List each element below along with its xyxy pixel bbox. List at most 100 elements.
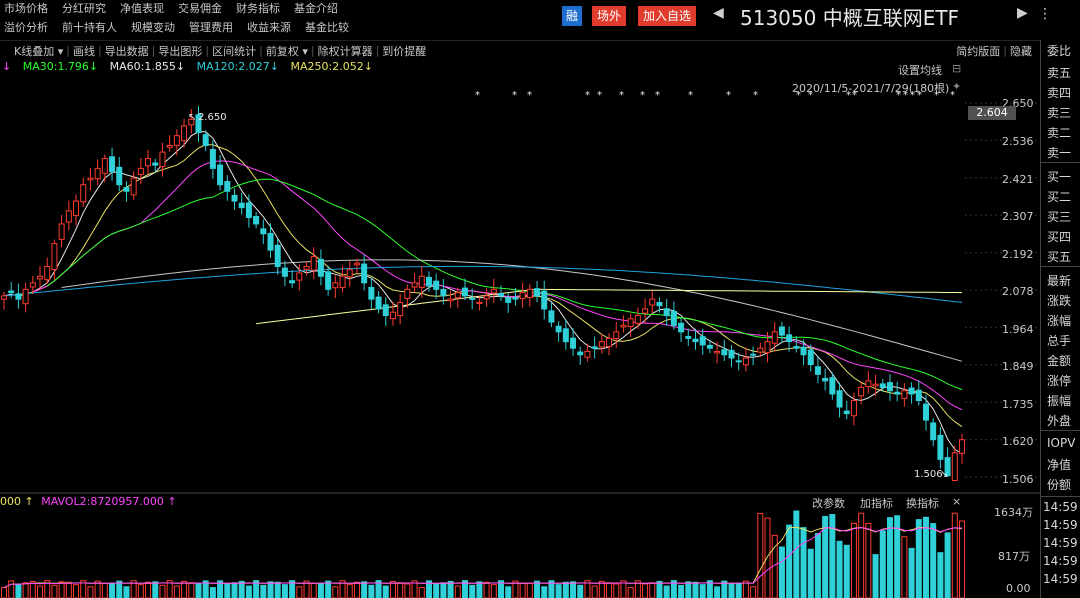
nav-premium-analysis[interactable]: 溢价分析 (4, 21, 48, 34)
candle[interactable] (22, 282, 29, 313)
candle[interactable] (411, 273, 418, 293)
event-marker[interactable]: * (808, 90, 813, 101)
candle[interactable] (858, 381, 865, 405)
event-marker[interactable]: * (597, 90, 602, 101)
candle[interactable] (8, 281, 15, 299)
candle[interactable] (425, 271, 432, 292)
candle[interactable] (404, 284, 411, 308)
candle[interactable] (166, 135, 173, 152)
candle[interactable] (332, 275, 339, 299)
nav-income-source[interactable]: 收益来源 (247, 21, 291, 34)
candle[interactable] (872, 374, 879, 397)
candle[interactable] (418, 266, 425, 298)
event-marker[interactable]: * (852, 90, 857, 101)
candle[interactable] (317, 249, 324, 286)
candle[interactable] (152, 158, 159, 173)
candle[interactable] (728, 345, 735, 368)
candle[interactable] (541, 280, 548, 320)
candle[interactable] (476, 296, 483, 311)
candle[interactable] (245, 194, 252, 228)
add-watchlist-button[interactable]: 加入自选 (638, 6, 697, 26)
candle[interactable] (944, 447, 951, 477)
simple-layout-button[interactable]: 简约版面 (956, 44, 1001, 58)
candle[interactable] (627, 313, 634, 337)
candle[interactable] (886, 374, 893, 401)
candle[interactable] (822, 368, 829, 391)
candle[interactable] (29, 275, 36, 294)
candle[interactable] (814, 356, 821, 384)
candle[interactable] (534, 280, 541, 303)
candle[interactable] (685, 328, 692, 346)
candle[interactable] (58, 214, 65, 247)
candle[interactable] (361, 254, 368, 291)
otc-button[interactable]: 场外 (592, 6, 627, 26)
candle[interactable] (339, 265, 346, 293)
candle[interactable] (145, 149, 152, 174)
candle[interactable] (879, 378, 886, 392)
candle[interactable] (937, 426, 944, 469)
candle[interactable] (73, 194, 80, 226)
event-marker[interactable]: * (846, 90, 851, 101)
draw-line-button[interactable]: 画线 (72, 44, 95, 58)
export-image-button[interactable]: 导出图形 (158, 44, 203, 58)
candle[interactable] (397, 293, 404, 325)
candle[interactable] (303, 261, 310, 276)
event-marker[interactable]: * (655, 90, 660, 101)
candle[interactable] (469, 288, 476, 310)
candle[interactable] (764, 331, 771, 363)
candle[interactable] (562, 319, 569, 350)
candle[interactable] (692, 328, 699, 350)
nav-trading-commission[interactable]: 交易佣金 (178, 2, 222, 15)
candle[interactable] (606, 333, 613, 356)
event-marker[interactable]: * (950, 90, 955, 101)
candle[interactable] (116, 157, 123, 192)
candle[interactable] (490, 278, 497, 303)
candle[interactable] (634, 307, 641, 329)
event-marker[interactable]: * (896, 90, 901, 101)
candle[interactable] (908, 382, 915, 404)
candle[interactable] (37, 265, 44, 290)
event-marker[interactable]: * (796, 90, 801, 101)
candle[interactable] (51, 239, 58, 280)
candle[interactable] (231, 188, 238, 210)
candle[interactable] (101, 154, 108, 183)
close-indicator-icon[interactable]: × (952, 495, 962, 508)
candle[interactable] (188, 108, 195, 134)
candle[interactable] (130, 171, 137, 200)
candle[interactable] (454, 287, 461, 309)
candle[interactable] (173, 129, 180, 156)
candle[interactable] (440, 279, 447, 305)
candle[interactable] (649, 291, 656, 314)
candle[interactable] (750, 346, 757, 366)
candle[interactable] (800, 339, 807, 366)
candle[interactable] (267, 223, 274, 258)
candle[interactable] (483, 288, 490, 308)
event-marker[interactable]: * (512, 90, 517, 101)
candle[interactable] (281, 260, 288, 287)
candle[interactable] (591, 336, 598, 359)
forward-adjust-menu[interactable]: 前复权 ▾ (265, 44, 308, 58)
candle[interactable] (353, 258, 360, 273)
candle[interactable] (15, 283, 22, 309)
candle[interactable] (613, 322, 620, 348)
nav-financial-indicators[interactable]: 财务指标 (236, 2, 280, 15)
candle[interactable] (836, 382, 843, 418)
price-alert-button[interactable]: 到价提醒 (382, 44, 427, 58)
candle[interactable] (699, 328, 706, 355)
candle[interactable] (137, 158, 144, 185)
set-ma-button[interactable]: 设置均线 (898, 64, 942, 77)
candle[interactable] (512, 288, 519, 306)
ex-rights-calc-button[interactable]: 除权计算器 (317, 44, 373, 58)
candle[interactable] (735, 352, 742, 371)
more-icon[interactable]: ⋮ (1038, 6, 1052, 22)
candle[interactable] (843, 400, 850, 420)
candle[interactable] (289, 270, 296, 288)
event-marker[interactable]: * (917, 90, 922, 101)
candle[interactable] (570, 328, 577, 356)
candle[interactable] (382, 297, 389, 326)
next-arrow-icon[interactable]: ▶ (1017, 5, 1028, 21)
nav-dividend-research[interactable]: 分红研究 (62, 2, 106, 15)
candle[interactable] (296, 264, 303, 291)
candle[interactable] (195, 105, 202, 142)
candle[interactable] (274, 239, 281, 275)
